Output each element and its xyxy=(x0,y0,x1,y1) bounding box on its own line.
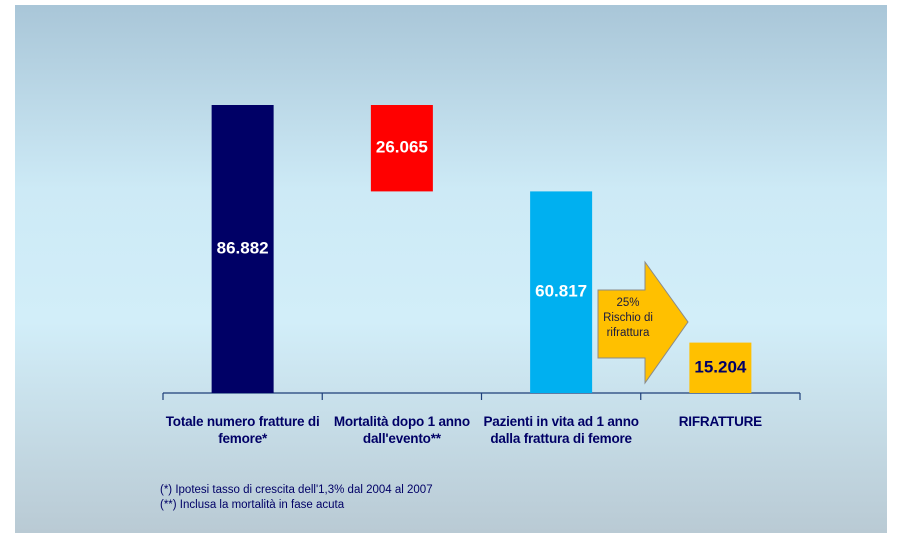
category-label: Mortalità dopo 1 anno dall'evento** xyxy=(333,414,470,446)
bar xyxy=(211,105,274,393)
arrow xyxy=(597,260,689,385)
background-panel xyxy=(15,5,887,533)
value-label: 60.817 xyxy=(535,282,587,301)
bar xyxy=(530,191,593,393)
value-label: 26.065 xyxy=(376,138,428,157)
category-label: Pazienti in vita ad 1 anno dalla frattur… xyxy=(483,414,639,446)
annotation: 25% Rischio di rifrattura xyxy=(603,297,653,339)
bar xyxy=(370,105,433,192)
category-label: RIFRATTURE xyxy=(678,414,762,429)
footnote: (*) Ipotesi tasso di crescita dell'1,3% … xyxy=(160,484,433,496)
footnote: (**) Inclusa la mortalità in fase acuta xyxy=(160,499,345,511)
value-label: 15.204 xyxy=(694,357,747,376)
bar xyxy=(689,342,752,393)
category-label: Totale numero fratture di femore* xyxy=(165,414,320,446)
value-label: 86.882 xyxy=(217,238,269,257)
